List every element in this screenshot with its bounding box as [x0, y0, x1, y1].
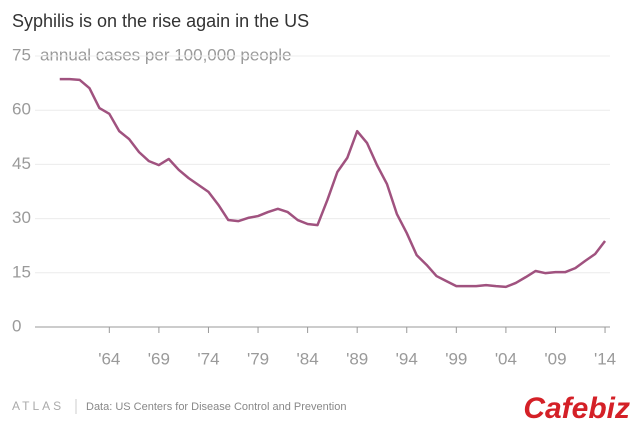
x-tick-label: '74 [197, 349, 219, 368]
x-tick-label: '69 [148, 349, 170, 368]
y-tick-label: 75 [12, 45, 31, 64]
x-tick-label: '94 [396, 349, 418, 368]
x-tick-label: '99 [445, 349, 467, 368]
y-axis-label: annual cases per 100,000 people [40, 45, 291, 64]
x-tick-label: '89 [346, 349, 368, 368]
chart-title: Syphilis is on the rise again in the US [12, 11, 309, 31]
x-tick-label: '09 [544, 349, 566, 368]
series-line [59, 77, 607, 289]
x-tick-label: '84 [297, 349, 319, 368]
x-tick-label: '14 [594, 349, 616, 368]
y-tick-label: 45 [12, 154, 31, 173]
x-tick-label: '79 [247, 349, 269, 368]
x-tick-label: '04 [495, 349, 517, 368]
y-tick-label: 15 [12, 262, 31, 281]
brand: ATLAS [12, 399, 64, 413]
y-tick-label: 30 [12, 208, 31, 227]
y-tick-label: 0 [12, 316, 21, 335]
watermark: Cafebiz [523, 392, 630, 425]
x-tick-label: '64 [98, 349, 120, 368]
y-tick-label: 60 [12, 100, 31, 119]
source: Data: US Centers for Disease Control and… [86, 401, 346, 413]
